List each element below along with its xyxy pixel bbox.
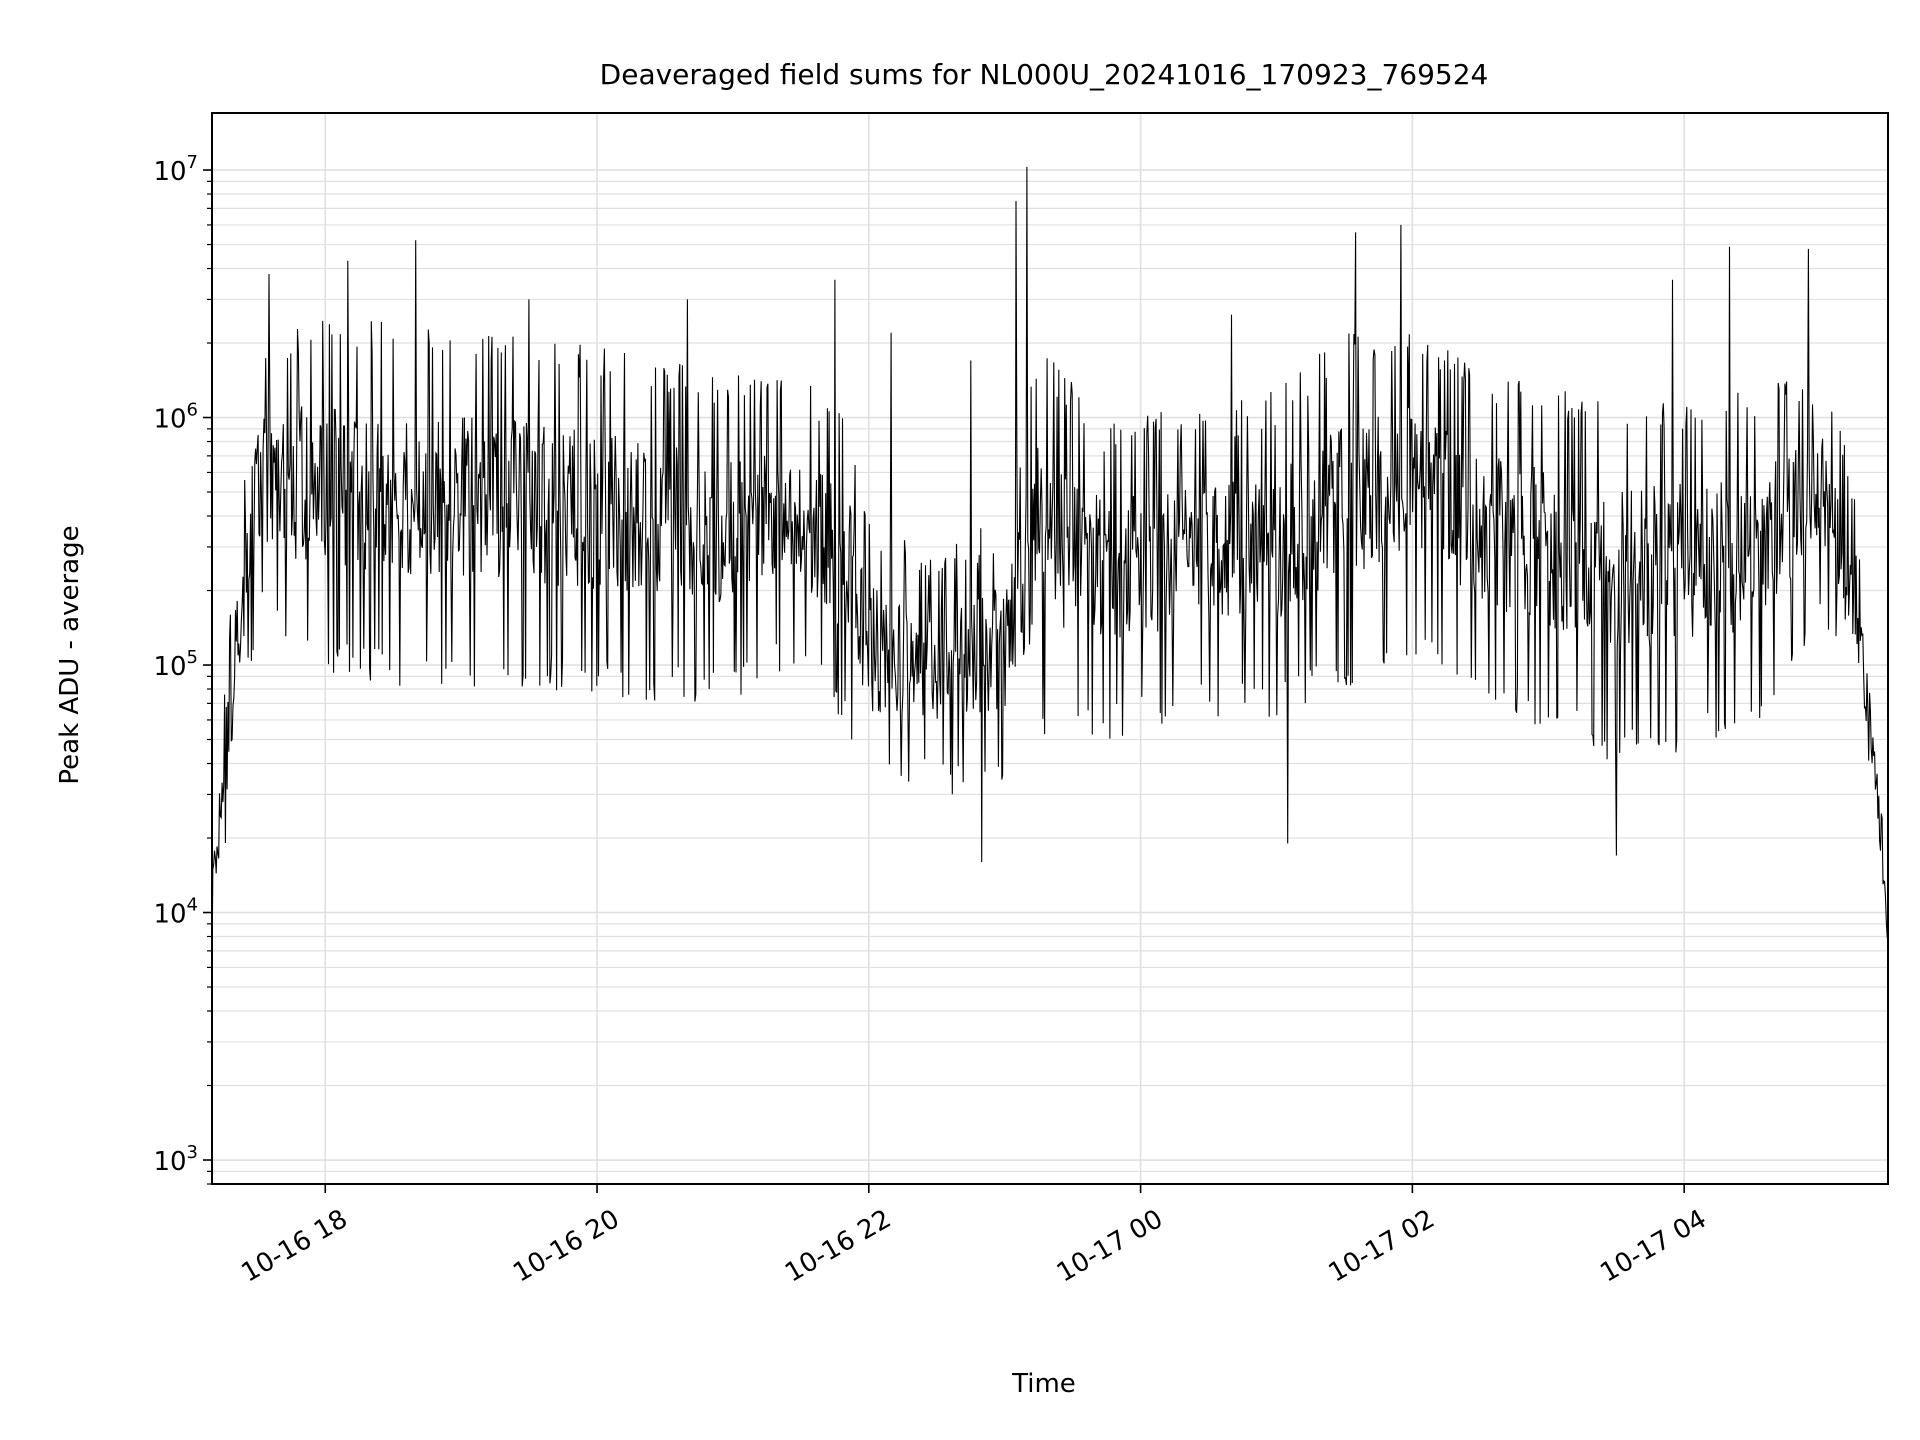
y-tick-label: 104	[153, 895, 198, 930]
x-tick-label: 10-17 00	[1052, 1204, 1168, 1288]
y-axis-ticks: 103 104 105 106 107	[153, 152, 212, 1185]
y-tick-label: 107	[153, 152, 198, 187]
plot-frame	[211, 112, 1889, 1185]
x-tick-label: 10-17 04	[1595, 1204, 1711, 1288]
y-tick-label: 105	[153, 647, 198, 682]
chart-title: Deaveraged field sums for NL000U_2024101…	[600, 58, 1489, 91]
x-axis-ticks: 10-16 18 10-16 20 10-16 22 10-17 00 10-17 02…	[236, 1184, 1712, 1289]
series-line	[211, 166, 1889, 977]
y-tick-label: 106	[153, 400, 198, 435]
x-axis-label: Time	[1011, 1369, 1076, 1399]
x-tick-label: 10-17 02	[1324, 1204, 1440, 1288]
y-axis-label: Peak ADU - average	[55, 525, 85, 784]
x-tick-label: 10-16 18	[236, 1204, 352, 1288]
x-tick-label: 10-16 22	[780, 1204, 896, 1288]
data-series	[211, 166, 1889, 977]
x-tick-label: 10-16 20	[508, 1204, 624, 1288]
y-tick-label: 103	[153, 1142, 198, 1177]
